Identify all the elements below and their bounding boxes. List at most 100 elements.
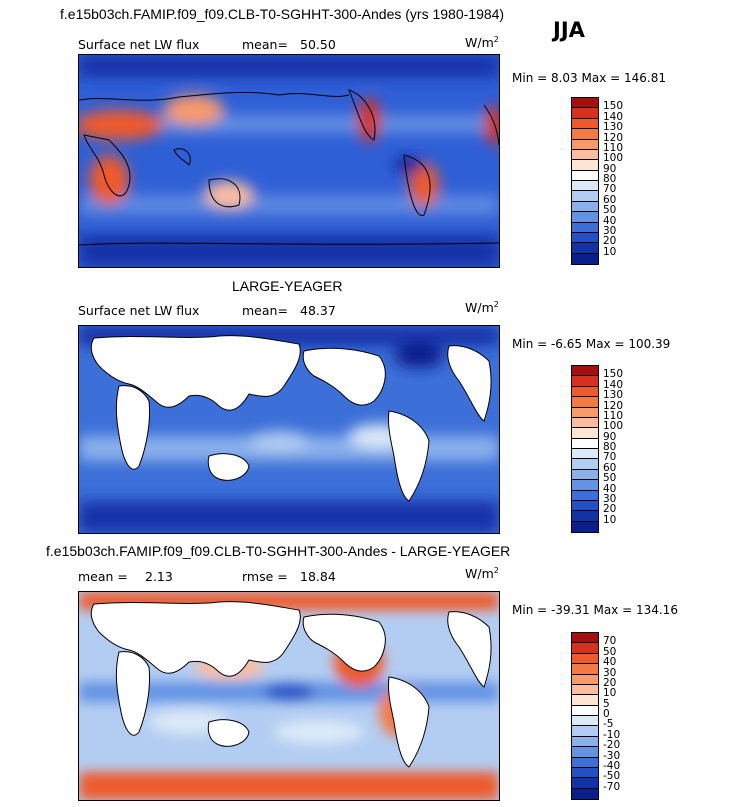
- colorbar-tick-label: 140: [603, 110, 624, 123]
- panel3-colorbar: [571, 632, 599, 800]
- colorbar-tick-label: 50: [603, 204, 617, 217]
- colorbar-swatch: [572, 788, 598, 799]
- colorbar-tick-label: 40: [603, 656, 617, 669]
- panel3-title: f.e15b03ch.FAMIP.f09_f09.CLB-T0-SGHHT-30…: [46, 543, 511, 559]
- colorbar-swatch: [572, 705, 598, 716]
- colorbar-swatch: [572, 386, 598, 398]
- colorbar-tick-label: -30: [603, 749, 621, 762]
- panel3-mean-label: mean =: [78, 569, 128, 584]
- colorbar-swatch: [572, 716, 598, 727]
- colorbar-tick-label: -50: [603, 770, 621, 783]
- colorbar-swatch: [572, 521, 598, 532]
- panel2-minmax: Min = -6.65 Max = 100.39: [512, 337, 671, 351]
- colorbar-swatch: [572, 736, 598, 748]
- panel2-title: LARGE-YEAGER: [232, 278, 343, 294]
- colorbar-swatch: [572, 149, 598, 161]
- panel3-minmax: Min = -39.31 Max = 134.16: [512, 603, 678, 617]
- colorbar-tick-label: 110: [603, 409, 624, 422]
- case-title: f.e15b03ch.FAMIP.f09_f09.CLB-T0-SGHHT-30…: [60, 6, 505, 22]
- colorbar-tick-label: 130: [603, 389, 624, 402]
- colorbar-tick-label: -20: [603, 739, 621, 752]
- colorbar-tick-label: 30: [603, 224, 617, 237]
- panel1-mean-value: 50.50: [300, 37, 336, 52]
- colorbar-tick-label: 50: [603, 645, 617, 658]
- colorbar-swatch: [572, 428, 598, 439]
- panel1-mean-label: mean=: [242, 37, 288, 52]
- colorbar-swatch: [572, 407, 598, 418]
- colorbar-swatch: [572, 98, 598, 109]
- colorbar-swatch: [572, 511, 598, 522]
- colorbar-tick-label: 20: [603, 503, 617, 516]
- colorbar-swatch: [572, 664, 598, 675]
- colorbar-tick-label: 100: [603, 420, 624, 433]
- colorbar-swatch: [572, 129, 598, 140]
- colorbar-swatch: [572, 459, 598, 470]
- colorbar-swatch: [572, 674, 598, 685]
- colorbar-swatch: [572, 417, 598, 429]
- colorbar-swatch: [572, 778, 598, 789]
- panel1-colorbar: [571, 97, 599, 265]
- panel3-units: W/m2: [465, 566, 499, 582]
- colorbar-tick-label: 100: [603, 152, 624, 165]
- colorbar-tick-label: 90: [603, 162, 617, 175]
- panel3-mean-value: 2.13: [145, 569, 173, 584]
- panel2-units: W/m2: [465, 300, 499, 316]
- colorbar-swatch: [572, 170, 598, 181]
- colorbar-tick-label: 130: [603, 121, 624, 134]
- colorbar-tick-label: 70: [603, 183, 617, 196]
- colorbar-swatch: [572, 480, 598, 491]
- colorbar-tick-label: -10: [603, 728, 621, 741]
- colorbar-swatch: [572, 449, 598, 460]
- colorbar-swatch: [572, 191, 598, 202]
- colorbar-tick-label: 80: [603, 173, 617, 185]
- colorbar-swatch: [572, 469, 598, 481]
- colorbar-tick-label: 50: [603, 472, 617, 485]
- panel2-mean-label: mean=: [242, 303, 288, 318]
- season-label: JJA: [553, 18, 585, 42]
- colorbar-swatch: [572, 633, 598, 644]
- colorbar-tick-label: 140: [603, 378, 624, 391]
- colorbar-tick-label: 80: [603, 441, 617, 453]
- colorbar-swatch: [572, 118, 598, 130]
- colorbar-swatch: [572, 653, 598, 665]
- colorbar-swatch: [572, 376, 598, 387]
- colorbar-tick-label: 10: [603, 245, 617, 258]
- colorbar-swatch: [572, 438, 598, 449]
- colorbar-tick-label: 30: [603, 492, 617, 505]
- colorbar-swatch: [572, 181, 598, 192]
- panel3-map: [78, 591, 500, 801]
- colorbar-swatch: [572, 222, 598, 233]
- colorbar-tick-label: 150: [603, 100, 624, 113]
- colorbar-tick-label: 40: [603, 482, 617, 495]
- colorbar-tick-label: 5: [603, 697, 610, 710]
- colorbar-swatch: [572, 139, 598, 150]
- colorbar-tick-label: -70: [603, 780, 621, 793]
- colorbar-tick-label: 70: [603, 635, 617, 648]
- colorbar-tick-label: 10: [603, 513, 617, 526]
- colorbar-swatch: [572, 108, 598, 119]
- colorbar-swatch: [572, 767, 598, 779]
- panel2-field-label: Surface net LW flux: [78, 303, 200, 318]
- colorbar-swatch: [572, 757, 598, 768]
- colorbar-tick-label: -5: [603, 718, 614, 731]
- colorbar-swatch: [572, 695, 598, 706]
- colorbar-swatch: [572, 243, 598, 254]
- panel1-field-label: Surface net LW flux: [78, 37, 200, 52]
- colorbar-swatch: [572, 643, 598, 654]
- colorbar-swatch: [572, 726, 598, 737]
- colorbar-swatch: [572, 160, 598, 171]
- colorbar-swatch: [572, 490, 598, 501]
- colorbar-swatch: [572, 212, 598, 223]
- colorbar-tick-label: 30: [603, 666, 617, 679]
- colorbar-tick-label: -40: [603, 759, 621, 772]
- colorbar-swatch: [572, 253, 598, 264]
- panel1-units: W/m2: [465, 35, 499, 51]
- panel1-minmax: Min = 8.03 Max = 146.81: [512, 71, 666, 85]
- panel2-colorbar: [571, 365, 599, 533]
- colorbar-tick-label: 20: [603, 676, 617, 689]
- panel2-mean-value: 48.37: [300, 303, 336, 318]
- panel2-map: [78, 325, 500, 534]
- colorbar-swatch: [572, 366, 598, 377]
- panel3-rmse-value: 18.84: [300, 569, 336, 584]
- colorbar-tick-label: 120: [603, 131, 624, 144]
